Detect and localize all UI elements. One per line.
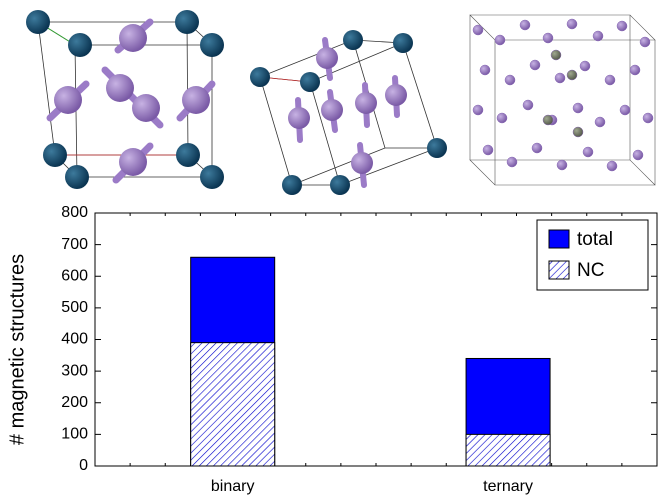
bar (190, 342, 276, 467)
chart: 0 100 200 300 400 500 600 700 800 # magnetic stru… (6, 204, 658, 495)
y-tick-label: 800 (61, 204, 88, 221)
y-axis-label: # magnetic structures (6, 254, 28, 445)
legend-label: total (577, 229, 613, 250)
y-tick-label: 200 (61, 394, 88, 411)
y-tick-label: 700 (61, 236, 88, 253)
x-tick-label: binary (211, 478, 255, 495)
legend-label: NC (577, 260, 604, 281)
crystal-atoms (472, 18, 654, 172)
crystal-image (469, 14, 656, 186)
y-tick-label: 100 (61, 426, 88, 443)
bar (465, 433, 551, 467)
x-tick-label: ternary (483, 478, 533, 495)
crystal-atoms (26, 10, 224, 189)
crystal-atoms (250, 30, 447, 195)
crystal-image (259, 39, 438, 186)
y-tick-label: 0 (79, 457, 88, 474)
legend-swatch (548, 229, 570, 249)
plot-frame (94, 212, 658, 467)
y-tick-label: 500 (61, 299, 88, 316)
legend-swatch (548, 260, 570, 280)
y-tick-label: 300 (61, 362, 88, 379)
y-tick-label: 600 (61, 267, 88, 284)
y-tick-label: 400 (61, 331, 88, 348)
